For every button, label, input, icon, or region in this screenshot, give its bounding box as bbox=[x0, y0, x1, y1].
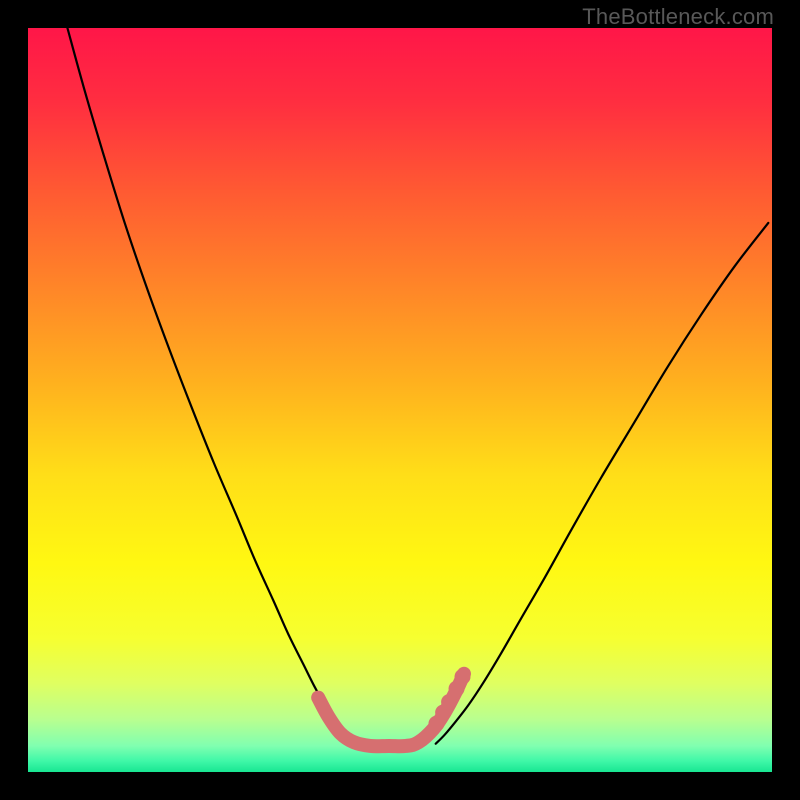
watermark-text: TheBottleneck.com bbox=[582, 4, 774, 30]
marker-dot bbox=[455, 669, 471, 685]
gradient-plot-area bbox=[28, 28, 772, 772]
marker-dot bbox=[441, 694, 457, 710]
bottleneck-curve-chart bbox=[0, 0, 800, 800]
chart-frame: TheBottleneck.com bbox=[0, 0, 800, 800]
